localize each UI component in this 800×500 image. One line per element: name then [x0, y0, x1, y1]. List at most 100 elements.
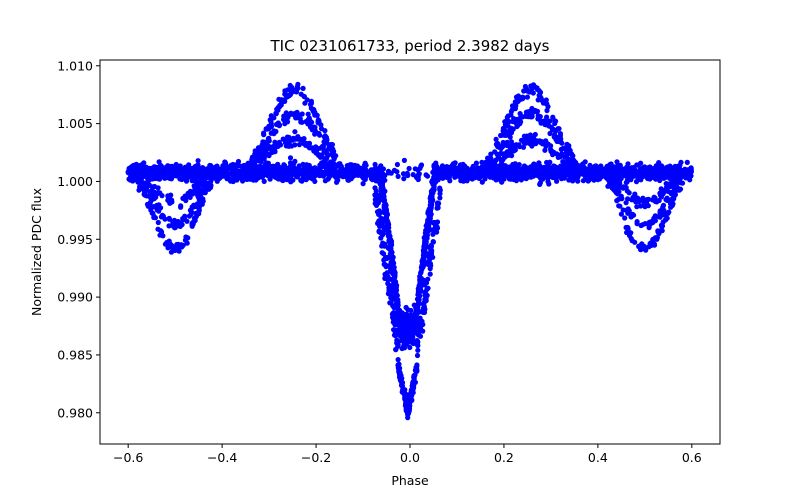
data-point	[534, 109, 540, 115]
data-point	[309, 127, 315, 133]
data-point	[306, 144, 312, 150]
data-point	[626, 232, 633, 239]
data-point	[544, 121, 551, 127]
data-point	[261, 178, 267, 184]
y-tick-label: 0.995	[57, 232, 93, 247]
data-point	[187, 170, 193, 176]
data-point	[560, 159, 566, 165]
data-point	[417, 324, 424, 330]
data-point	[229, 171, 235, 177]
data-point	[556, 172, 562, 179]
data-point	[647, 173, 654, 180]
data-point	[550, 149, 556, 155]
x-axis-label: Phase	[391, 473, 429, 488]
data-point	[380, 228, 386, 234]
data-point	[320, 170, 326, 176]
data-point	[269, 146, 275, 152]
data-point	[410, 334, 416, 340]
data-point	[555, 154, 561, 160]
data-point	[586, 177, 592, 183]
data-point	[347, 172, 353, 178]
data-point	[629, 237, 635, 244]
data-point	[542, 169, 549, 175]
data-point	[521, 88, 527, 94]
data-point	[667, 165, 673, 171]
data-point	[553, 167, 559, 173]
data-point	[375, 200, 381, 206]
data-point	[444, 174, 450, 180]
data-point	[684, 159, 690, 165]
data-point	[432, 171, 438, 177]
data-point	[176, 248, 182, 254]
data-point	[390, 314, 396, 320]
x-tick-label: 0.6	[682, 450, 702, 465]
data-point	[380, 240, 386, 246]
data-point	[404, 405, 410, 411]
data-point	[312, 178, 318, 184]
data-point	[266, 153, 272, 159]
data-point	[459, 172, 465, 178]
data-point	[393, 285, 399, 291]
data-point	[425, 276, 431, 282]
data-point	[660, 204, 666, 210]
data-point	[430, 239, 436, 245]
y-tick-label: 1.000	[57, 174, 93, 189]
data-point	[530, 138, 536, 144]
data-point	[204, 174, 210, 181]
data-point	[404, 170, 410, 176]
data-point	[314, 168, 320, 174]
data-point	[518, 170, 524, 176]
data-point	[334, 179, 340, 185]
data-point	[526, 111, 533, 117]
data-point	[425, 259, 431, 265]
data-point	[207, 166, 213, 172]
data-point	[526, 89, 533, 95]
data-point	[181, 175, 187, 181]
data-point	[475, 165, 481, 171]
data-point	[426, 220, 432, 227]
y-axis: 0.980 0.985 0.990 0.995 1.000 1.005 1.010	[57, 58, 100, 420]
data-point	[379, 182, 385, 188]
data-point	[435, 205, 441, 211]
data-point	[292, 158, 298, 164]
data-point	[405, 307, 411, 313]
data-point	[261, 132, 267, 138]
data-point	[282, 91, 288, 97]
data-point	[408, 397, 414, 403]
data-point	[179, 243, 185, 249]
data-point	[681, 169, 687, 176]
data-point	[590, 173, 597, 179]
data-point	[448, 168, 454, 174]
data-point	[149, 171, 155, 177]
data-point	[655, 228, 661, 234]
data-point	[372, 171, 378, 177]
data-point	[241, 171, 247, 177]
data-point	[385, 281, 391, 287]
data-point	[395, 357, 401, 363]
data-point	[493, 136, 499, 142]
data-point	[394, 161, 400, 168]
data-point	[615, 167, 621, 173]
data-point	[155, 219, 161, 226]
data-point	[575, 178, 581, 184]
data-point	[286, 173, 292, 180]
data-point	[391, 310, 397, 316]
data-point	[363, 167, 369, 173]
data-point	[268, 123, 275, 129]
data-point	[162, 241, 168, 247]
data-point	[222, 159, 228, 165]
data-point	[579, 161, 586, 168]
data-point	[363, 162, 369, 168]
data-point	[652, 169, 658, 175]
data-point	[191, 183, 197, 189]
data-point	[524, 94, 531, 100]
data-point	[657, 210, 663, 216]
data-point	[195, 194, 201, 200]
data-point	[331, 169, 337, 175]
data-point	[282, 140, 289, 146]
data-point	[509, 106, 516, 112]
data-point	[155, 226, 161, 232]
data-point	[299, 177, 305, 183]
data-point	[495, 173, 501, 179]
